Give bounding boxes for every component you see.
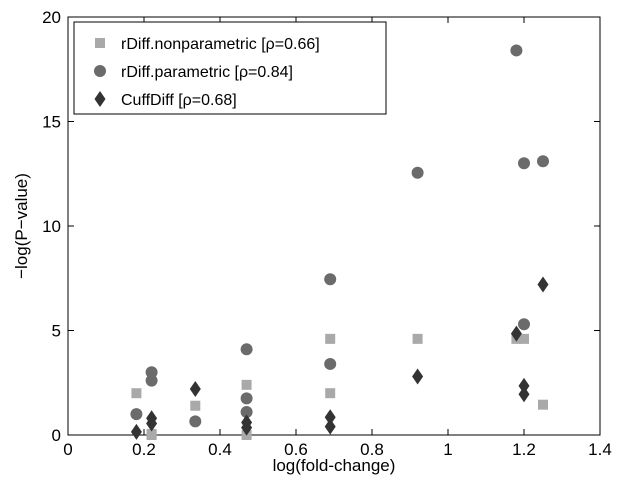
diamond-data-point [537,276,549,293]
diamond-data-point [510,325,522,342]
circle-data-point [518,157,530,170]
y-tick-label: 20 [42,8,61,27]
x-axis-label: log(fold-change) [273,456,396,475]
legend-entry-label: CuffDiff [ρ=0.68] [121,92,237,109]
diamond-data-point [412,368,424,385]
diamond-data-point [146,415,158,432]
y-axis: 0 5 10 15 20 [42,8,600,445]
x-tick-label: 1.2 [512,440,536,459]
x-tick-label: 0.4 [208,440,232,459]
circle-data-point [240,392,253,405]
diamond-data-point [241,419,253,436]
x-tick-label: 1 [443,440,452,459]
square-data-point [412,333,423,344]
circle-data-point [145,374,158,387]
x-tick-label: 0.8 [360,440,384,459]
y-tick-label: 10 [42,217,61,236]
circle-data-point [189,415,202,428]
diamond-data-point [518,386,530,403]
square-data-point [519,333,529,344]
diamond-data-point [189,381,201,398]
circle-data-point [145,366,158,379]
square-data-point [325,333,336,344]
square-data-point [538,399,548,410]
x-tick-label: 0.2 [132,440,156,459]
legend-diamond-marker [94,91,106,107]
square-data-point [131,388,142,399]
legend-entry-label: rDiff.parametric [ρ=0.84] [121,64,293,81]
square-data-point [325,388,336,399]
circle-data-point [130,408,143,421]
square-data-point [190,400,201,411]
y-tick-label: 0 [52,426,61,445]
circle-data-point [324,357,337,370]
x-tick-label: 1.4 [588,440,612,459]
y-tick-label: 5 [52,322,61,341]
legend-entry-label: rDiff.nonparametric [ρ=0.66] [121,36,320,53]
diamond-data-point [130,423,142,440]
y-axis-label: −log(P−value) [12,173,31,279]
legend-box [73,21,387,115]
data-points [130,44,549,440]
square-data-point [241,379,252,390]
legend-circle-marker [94,65,106,77]
circle-data-point [324,273,337,286]
x-tick-label: 0.6 [284,440,308,459]
x-axis: 0 0.2 0.4 0.6 0.8 1 1.2 1.4 [63,17,612,459]
circle-data-point [411,166,424,179]
legend: rDiff.nonparametric [ρ=0.66] rDiff.parame… [73,21,387,115]
square-data-point [146,430,157,440]
diamond-data-point [518,377,530,394]
circle-data-point [510,44,523,57]
circle-data-point [518,318,530,331]
y-tick-label: 15 [42,113,61,132]
circle-data-point [240,343,253,356]
circle-data-point [240,406,253,419]
circle-data-point [537,155,549,168]
diamond-data-point [324,418,336,435]
diamond-data-point [324,409,336,426]
legend-square-marker [95,38,105,48]
x-tick-label: 0 [63,440,72,459]
